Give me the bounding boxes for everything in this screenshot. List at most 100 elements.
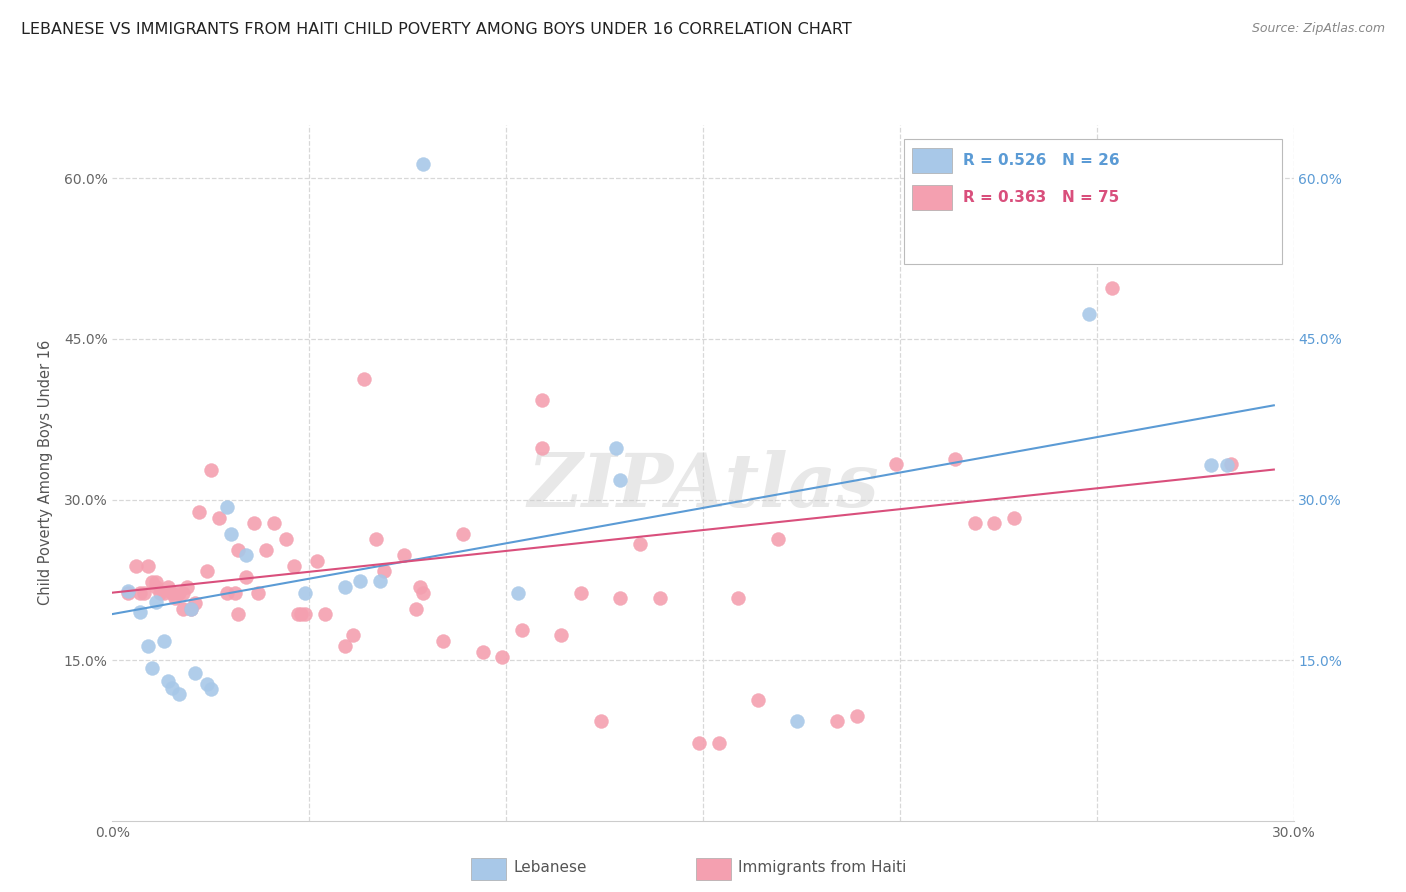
Point	[263, 516, 285, 530]
Point	[165, 591, 187, 605]
Point	[180, 601, 202, 615]
Point	[160, 681, 183, 695]
Point	[152, 585, 174, 599]
Point	[1081, 237, 1104, 252]
Text: R = 0.363   N = 75: R = 0.363 N = 75	[963, 190, 1119, 205]
Point	[333, 639, 356, 653]
Point	[366, 532, 388, 546]
Point	[136, 558, 159, 573]
Point	[215, 585, 238, 599]
Point	[160, 585, 183, 599]
Point	[983, 516, 1005, 530]
Point	[129, 605, 152, 619]
Point	[530, 441, 553, 455]
Point	[235, 569, 257, 583]
Point	[405, 601, 427, 615]
Point	[506, 585, 529, 599]
Text: Source: ZipAtlas.com: Source: ZipAtlas.com	[1251, 22, 1385, 36]
Point	[1002, 510, 1025, 524]
Point	[307, 553, 329, 567]
Point	[141, 574, 163, 589]
Point	[195, 676, 218, 690]
Point	[747, 692, 769, 706]
Point	[550, 628, 572, 642]
Point	[125, 558, 148, 573]
Point	[727, 591, 749, 605]
Point	[254, 542, 277, 557]
Point	[283, 558, 305, 573]
Point	[530, 392, 553, 407]
Point	[569, 585, 592, 599]
Point	[392, 548, 415, 562]
Point	[349, 574, 371, 588]
Point	[247, 585, 270, 599]
Text: Immigrants from Haiti: Immigrants from Haiti	[738, 861, 907, 875]
Point	[373, 564, 395, 578]
Point	[200, 462, 222, 476]
Point	[605, 441, 627, 455]
Point	[145, 580, 167, 594]
Point	[195, 564, 218, 578]
Point	[1215, 458, 1237, 473]
Point	[228, 542, 250, 557]
Point	[688, 735, 710, 749]
Point	[1077, 307, 1099, 321]
Point	[235, 548, 257, 562]
Point	[314, 607, 336, 621]
Point	[412, 157, 434, 171]
Point	[628, 537, 651, 551]
Point	[609, 591, 631, 605]
Point	[609, 473, 631, 487]
Point	[136, 639, 159, 653]
Point	[412, 585, 434, 599]
Point	[228, 607, 250, 621]
Point	[943, 451, 966, 466]
Point	[408, 580, 430, 594]
Point	[224, 585, 246, 599]
Point	[149, 585, 172, 599]
Point	[353, 371, 375, 385]
Point	[1199, 458, 1222, 473]
Point	[648, 591, 671, 605]
Point	[274, 532, 297, 546]
Point	[141, 660, 163, 674]
Point	[200, 681, 222, 696]
Point	[707, 735, 730, 749]
Point	[129, 585, 152, 599]
Point	[333, 580, 356, 594]
Point	[132, 585, 155, 599]
Point	[169, 585, 191, 599]
Text: Lebanese: Lebanese	[513, 861, 586, 875]
Text: ZIPAtlas: ZIPAtlas	[527, 450, 879, 523]
Point	[1219, 457, 1241, 471]
Point	[184, 665, 207, 680]
Point	[156, 580, 179, 594]
Point	[184, 596, 207, 610]
Point	[451, 526, 474, 541]
Point	[342, 628, 364, 642]
Point	[845, 708, 868, 723]
Point	[176, 580, 198, 594]
Point	[884, 457, 907, 471]
Point	[786, 714, 808, 728]
Point	[243, 516, 266, 530]
Point	[117, 583, 139, 598]
Point	[963, 516, 986, 530]
Point	[290, 607, 312, 621]
Point	[219, 526, 242, 541]
Point	[117, 585, 139, 599]
Text: LEBANESE VS IMMIGRANTS FROM HAITI CHILD POVERTY AMONG BOYS UNDER 16 CORRELATION : LEBANESE VS IMMIGRANTS FROM HAITI CHILD …	[21, 22, 852, 37]
Point	[215, 500, 238, 514]
Point	[510, 623, 533, 637]
Point	[287, 607, 309, 621]
Point	[145, 574, 167, 589]
Point	[294, 585, 316, 599]
Point	[156, 674, 179, 689]
Point	[825, 714, 848, 728]
Point	[1101, 280, 1123, 294]
Point	[172, 585, 194, 599]
Point	[491, 649, 513, 664]
Point	[294, 607, 316, 621]
Text: R = 0.526   N = 26: R = 0.526 N = 26	[963, 153, 1119, 168]
Point	[471, 644, 494, 658]
